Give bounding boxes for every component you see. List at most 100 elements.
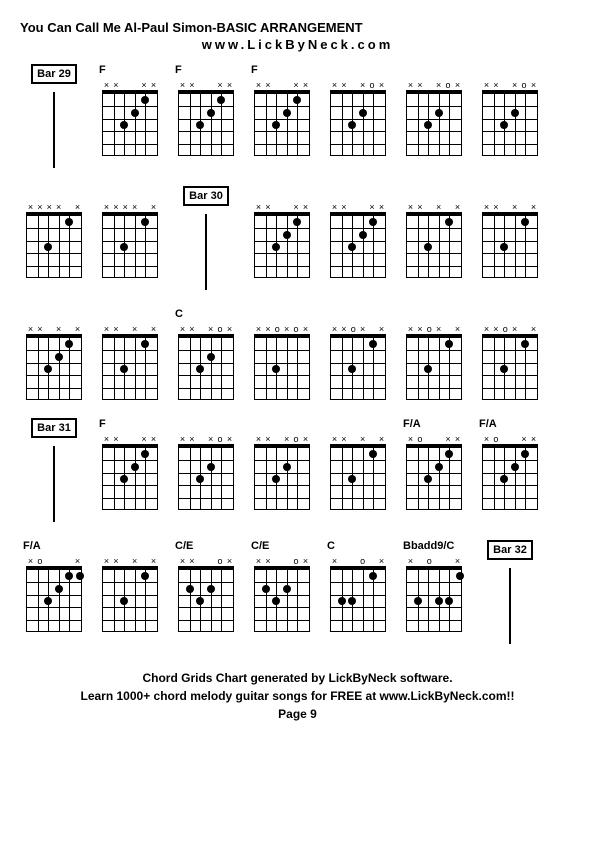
finger-dot [120, 475, 128, 483]
finger-dot [511, 109, 519, 117]
chord-diagram: ×××× [406, 202, 462, 278]
finger-dot [369, 340, 377, 348]
chord-diagram: ×××× [254, 80, 310, 156]
nut-marks: ×××× [330, 202, 386, 212]
chord-diagram: ×××o× [406, 80, 462, 156]
bar-marker-cell: Bar 29 [20, 64, 88, 168]
chord-label: F [93, 64, 167, 78]
finger-dot [207, 585, 215, 593]
finger-dot [500, 243, 508, 251]
finger-dot [348, 121, 356, 129]
fretboard [330, 212, 386, 278]
nut-marks: ×o× [406, 556, 462, 566]
nut-marks: ×××× [406, 202, 462, 212]
chord-cell: ×××× [20, 308, 88, 400]
nut-marks: ××o×o× [254, 324, 310, 334]
chord-label [473, 186, 547, 200]
chord-cell: ×××× [400, 186, 468, 278]
fretboard [254, 566, 310, 632]
nut-marks: ×××× [102, 80, 158, 90]
chord-label: C/E [245, 540, 319, 554]
fretboard [26, 334, 82, 400]
finger-dot [283, 585, 291, 593]
chord-label: Bbadd9/C [397, 540, 471, 554]
footer-line-2: Learn 1000+ chord melody guitar songs fo… [20, 687, 575, 705]
fretboard [406, 212, 462, 278]
fretboard [178, 334, 234, 400]
finger-dot [424, 365, 432, 373]
chord-cell: ××××× [96, 186, 164, 278]
finger-dot [65, 218, 73, 226]
nut-marks: ×o× [330, 556, 386, 566]
chord-label [321, 418, 395, 432]
finger-dot [445, 340, 453, 348]
chord-cell: ×××× [476, 186, 544, 278]
finger-dot [131, 109, 139, 117]
chord-diagram: ×××× [102, 324, 158, 400]
finger-dot [348, 365, 356, 373]
nut-marks: ×o× [26, 556, 82, 566]
finger-dot [141, 340, 149, 348]
chord-label: C [321, 540, 395, 554]
chord-diagram: ×××o× [482, 80, 538, 156]
chord-label [473, 308, 547, 322]
page-title: You Can Call Me Al-Paul Simon-BASIC ARRA… [20, 20, 575, 35]
finger-dot [445, 218, 453, 226]
fretboard [102, 90, 158, 156]
finger-dot [76, 572, 84, 580]
chord-label: F [169, 64, 243, 78]
finger-dot [196, 597, 204, 605]
finger-dot [435, 597, 443, 605]
fretboard [406, 90, 462, 156]
finger-dot [120, 243, 128, 251]
grid-row: F/A×o×××××C/E××o×C/E××o×C×o×Bbadd9/C×o×B… [20, 540, 575, 644]
finger-dot [272, 121, 280, 129]
finger-dot [521, 450, 529, 458]
nut-marks: ××o×× [330, 324, 386, 334]
bar-label: Bar 31 [31, 418, 77, 438]
finger-dot [359, 231, 367, 239]
fretboard [254, 334, 310, 400]
chord-cell: C/E××o× [248, 540, 316, 632]
finger-dot [44, 597, 52, 605]
finger-dot [283, 231, 291, 239]
finger-dot [293, 218, 301, 226]
chord-cell: F ×××× [96, 64, 164, 156]
finger-dot [262, 585, 270, 593]
finger-dot [369, 572, 377, 580]
finger-dot [414, 597, 422, 605]
fretboard [330, 444, 386, 510]
chord-diagram: ×××× [330, 202, 386, 278]
fretboard [178, 90, 234, 156]
finger-dot [272, 243, 280, 251]
chord-label [321, 308, 395, 322]
chord-label [397, 186, 471, 200]
finger-dot [196, 121, 204, 129]
finger-dot [196, 475, 204, 483]
finger-dot [521, 218, 529, 226]
chord-diagram: ×××o× [178, 324, 234, 400]
finger-dot [283, 109, 291, 117]
bar-line [509, 568, 511, 644]
chord-cell: ××o×× [400, 308, 468, 400]
chord-cell: ×××o× [476, 64, 544, 156]
chord-cell: ×××× [96, 540, 164, 632]
chord-cell: F/A×o×× [476, 418, 544, 510]
diagram-grid: Bar 29F××××F××××F×××××××o××××o××××o×××××… [20, 64, 575, 644]
chord-diagram: ××o×× [330, 324, 386, 400]
fretboard [26, 566, 82, 632]
nut-marks: ×××× [254, 80, 310, 90]
bar-label: Bar 32 [487, 540, 533, 560]
grid-row: Bar 29F××××F××××F×××××××o××××o××××o× [20, 64, 575, 168]
nut-marks: ×××o× [178, 324, 234, 334]
chord-diagram: ×××o× [178, 434, 234, 510]
fretboard [254, 444, 310, 510]
chord-label [245, 308, 319, 322]
chord-label: C [169, 308, 243, 322]
fretboard [482, 444, 538, 510]
finger-dot [141, 218, 149, 226]
fretboard [254, 212, 310, 278]
finger-dot [293, 96, 301, 104]
fretboard [178, 566, 234, 632]
finger-dot [369, 218, 377, 226]
